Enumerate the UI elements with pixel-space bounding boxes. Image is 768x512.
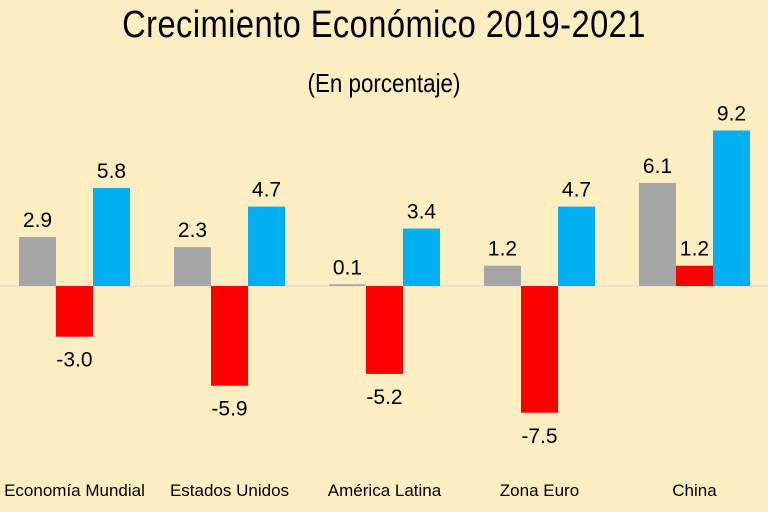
bar bbox=[93, 187, 130, 286]
bar bbox=[248, 206, 285, 286]
data-label: 3.4 bbox=[407, 201, 437, 224]
data-label: 9.2 bbox=[717, 103, 746, 126]
category-label: Estados Unidos bbox=[170, 481, 289, 500]
bar bbox=[521, 286, 558, 413]
data-label: 6.1 bbox=[643, 155, 672, 178]
bar bbox=[639, 182, 676, 286]
bar bbox=[366, 286, 403, 374]
bar bbox=[329, 284, 366, 286]
chart-title: Crecimiento Económico 2019-2021 bbox=[122, 4, 646, 46]
category-label: América Latina bbox=[328, 481, 442, 500]
data-label: 2.9 bbox=[23, 209, 52, 232]
bar bbox=[403, 228, 440, 286]
category-label: China bbox=[672, 481, 717, 500]
data-label: 4.7 bbox=[252, 179, 281, 202]
data-label: -5.2 bbox=[366, 386, 402, 409]
bar bbox=[676, 265, 713, 286]
bar bbox=[558, 206, 595, 286]
data-label: 5.8 bbox=[97, 160, 126, 183]
data-label: -7.5 bbox=[521, 425, 557, 448]
data-label: 4.7 bbox=[562, 179, 591, 202]
bar bbox=[484, 265, 521, 286]
data-label: -3.0 bbox=[56, 349, 92, 372]
data-label: 1.2 bbox=[680, 238, 709, 261]
bar bbox=[174, 247, 211, 286]
category-label: Zona Euro bbox=[500, 481, 579, 500]
data-label: 0.1 bbox=[333, 256, 362, 279]
bar bbox=[56, 286, 93, 337]
category-label: Economía Mundial bbox=[4, 481, 145, 500]
data-label: -5.9 bbox=[211, 398, 247, 421]
bar bbox=[211, 286, 248, 386]
bar bbox=[713, 130, 750, 286]
bar bbox=[19, 236, 56, 286]
data-label: 1.2 bbox=[488, 238, 517, 261]
chart-subtitle: (En porcentaje) bbox=[307, 68, 461, 98]
data-label: 2.3 bbox=[178, 219, 207, 242]
